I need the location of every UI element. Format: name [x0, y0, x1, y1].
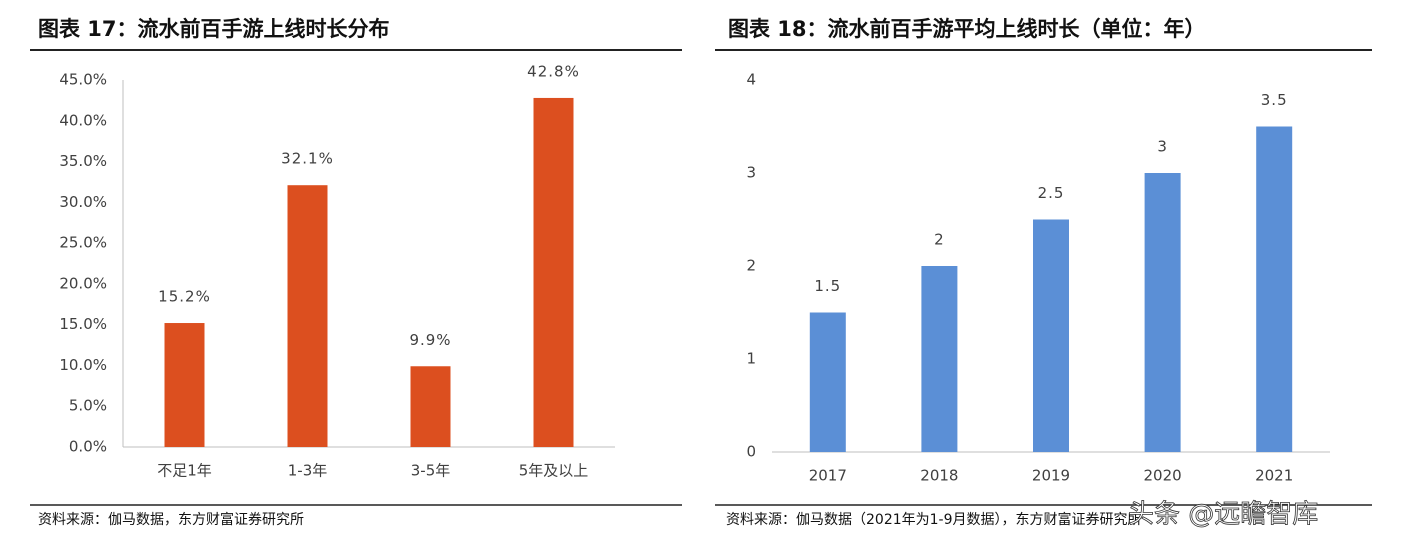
x-tick-label: 2019	[1032, 467, 1070, 485]
x-tick-label: 2017	[809, 467, 847, 485]
bar	[1033, 219, 1069, 452]
value-label: 15.2%	[158, 288, 211, 306]
y-tick-label: 1	[746, 350, 756, 368]
y-tick-label: 45.0%	[59, 71, 107, 89]
x-tick-label: 2021	[1255, 467, 1293, 485]
value-label: 2.5	[1038, 184, 1065, 202]
y-tick-label: 3	[746, 164, 756, 182]
bar	[164, 323, 205, 447]
x-tick-label: 1-3年	[288, 462, 328, 480]
source: 资料来源：伽马数据（2021年为1-9月数据），东方财富证券研究所	[726, 511, 1142, 528]
value-label: 3.5	[1261, 91, 1288, 109]
x-tick-label: 不足1年	[157, 462, 212, 480]
y-tick-label: 30.0%	[59, 193, 107, 211]
y-tick-label: 0.0%	[69, 438, 107, 456]
y-tick-label: 15.0%	[59, 315, 107, 333]
source: 资料来源：伽马数据，东方财富证券研究所	[38, 511, 304, 528]
value-label: 2	[934, 231, 945, 249]
y-tick-label: 20.0%	[59, 274, 107, 292]
bar	[287, 185, 328, 447]
bar	[809, 312, 846, 452]
value-label: 42.8%	[527, 62, 580, 80]
y-tick-label: 2	[746, 257, 756, 275]
x-tick-label: 2020	[1144, 467, 1182, 485]
bar	[1144, 173, 1181, 452]
bar	[1256, 126, 1293, 452]
bar	[921, 266, 958, 452]
y-tick-label: 10.0%	[59, 356, 107, 374]
chart-title: 图表 17：流水前百手游上线时长分布	[38, 17, 390, 41]
chart-title: 图表 18：流水前百手游平均上线时长（单位：年）	[728, 17, 1206, 41]
y-tick-label: 5.0%	[69, 397, 107, 415]
value-label: 3	[1157, 138, 1168, 156]
x-tick-label: 2018	[920, 467, 958, 485]
value-label: 32.1%	[281, 150, 334, 168]
chart: 图表 17：流水前百手游上线时长分布 资料来源：伽马数据，东方财富证券研究所 0…	[30, 17, 682, 528]
value-label: 1.5	[814, 277, 841, 295]
y-tick-label: 4	[746, 71, 756, 89]
value-label: 9.9%	[409, 331, 451, 349]
y-tick-label: 25.0%	[59, 234, 107, 252]
y-tick-label: 35.0%	[59, 152, 107, 170]
y-tick-label: 0	[746, 443, 756, 461]
x-tick-label: 3-5年	[411, 462, 451, 480]
watermark: 头条 @远瞻智库	[1128, 500, 1318, 530]
bar	[410, 366, 451, 447]
bar	[533, 97, 574, 447]
y-tick-label: 40.0%	[59, 111, 107, 129]
chart: 图表 18：流水前百手游平均上线时长（单位：年） 资料来源：伽马数据（2021年…	[715, 17, 1372, 530]
x-tick-label: 5年及以上	[519, 462, 589, 480]
